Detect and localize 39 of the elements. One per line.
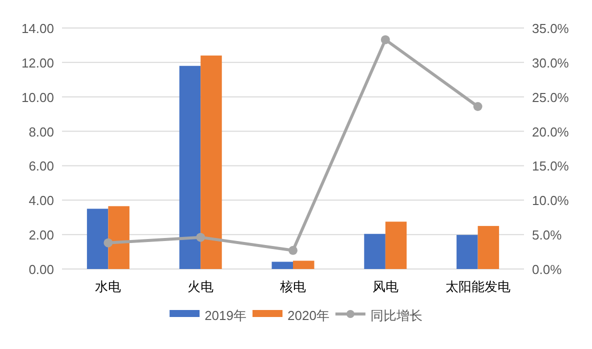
legend-label: 同比增长 [370,308,422,323]
bar [179,66,201,269]
y-tick-label: 10.00 [21,90,54,105]
y2-tick-label: 0.0% [532,262,562,277]
y2-tick-label: 30.0% [532,55,570,70]
point [196,232,206,242]
y-tick-label: 12.00 [21,55,54,70]
y2-tick-label: 25.0% [532,90,570,105]
x-tick-label: 核电 [279,279,306,294]
y-tick-label: 2.00 [28,228,54,243]
y-tick-label: 4.00 [28,193,54,208]
bar [86,208,108,269]
point [288,246,298,255]
x-tick-label: 风电 [372,279,398,294]
y2-tick-label: 5.0% [532,228,562,243]
bar [108,206,130,269]
point [380,35,390,44]
legend-label: 2019年 [204,308,246,323]
bar [456,234,478,269]
x-tick-label: 太阳能发电 [445,279,510,294]
y-tick-label: 14.00 [21,21,54,36]
y2-tick-label: 15.0% [532,158,570,174]
y-tick-label: 0.00 [28,262,54,277]
bar [272,262,293,269]
bar [200,56,222,269]
x-tick-label: 水电 [95,279,122,294]
bar [364,234,386,269]
point [473,102,482,111]
bar [478,226,500,269]
y2-tick-label: 20.0% [532,124,570,140]
y-tick-label: 8.00 [28,124,54,140]
y2-tick-label: 10.0% [532,193,570,208]
y2-tick-label: 35.0% [532,21,570,36]
x-tick-label: 火电 [188,279,214,294]
legend-label: 2020年 [288,308,330,323]
bar [293,260,314,269]
bar [385,222,407,269]
y-tick-label: 6.00 [28,158,54,174]
point [104,238,113,248]
